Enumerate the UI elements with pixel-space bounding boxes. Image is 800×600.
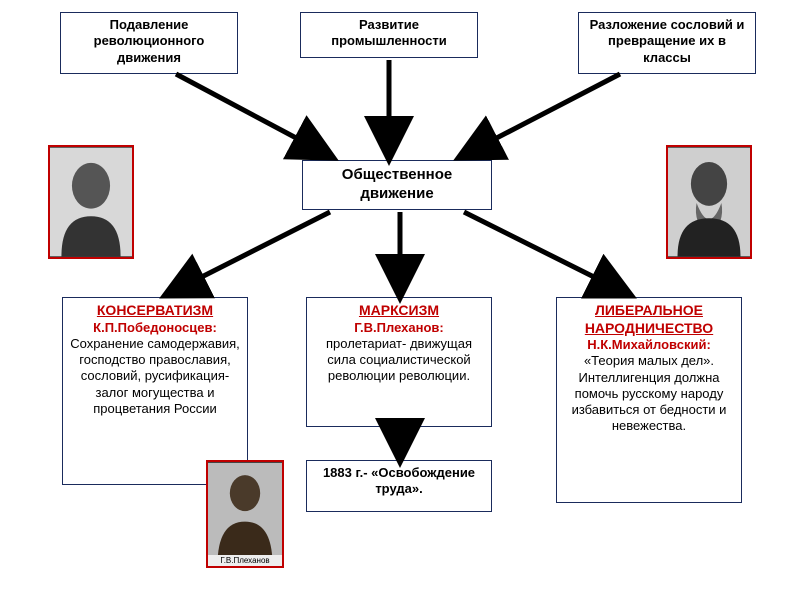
- ideology-box-liberal: ЛИБЕРАЛЬНОЕ НАРОДНИЧЕСТВО Н.К.Михайловск…: [556, 297, 742, 503]
- portrait-icon: [208, 462, 282, 566]
- cause-text-3: Разложение сословий и превращение их в к…: [590, 17, 745, 65]
- ideology-title-1: КОНСЕРВАТИЗМ: [69, 302, 241, 320]
- ideology-box-marxism: МАРКСИЗМ Г.В.Плеханов: пролетариат- движ…: [306, 297, 492, 427]
- cause-box-1: Подавление революционного движения: [60, 12, 238, 74]
- portrait-icon: [50, 147, 132, 257]
- cause-text-2: Развитие промышленности: [331, 17, 447, 48]
- ideology-body-3: «Теория малых дел». Интеллигенция должна…: [563, 353, 735, 434]
- ideology-box-conservatism: КОНСЕРВАТИЗМ К.П.Победоносцев: Сохранени…: [62, 297, 248, 485]
- portrait-icon: [668, 147, 750, 257]
- ideology-title-2: МАРКСИЗМ: [313, 302, 485, 320]
- ideology-title-3: ЛИБЕРАЛЬНОЕ НАРОДНИЧЕСТВО: [563, 302, 735, 337]
- portrait-pobedonostsev: [48, 145, 134, 259]
- center-box: Общественное движение: [302, 160, 492, 210]
- arrow: [462, 74, 620, 156]
- arrow: [464, 212, 628, 294]
- portrait-mikhailovsky: [666, 145, 752, 259]
- cause-box-3: Разложение сословий и превращение их в к…: [578, 12, 756, 74]
- ideology-author-1: К.П.Победоносцев:: [69, 320, 241, 336]
- ideology-author-2: Г.В.Плеханов:: [313, 320, 485, 336]
- arrow: [168, 212, 330, 294]
- ideology-body-1: Сохранение самодержавия, господство прав…: [69, 336, 241, 417]
- arrow: [176, 74, 330, 156]
- center-text: Общественное движение: [309, 166, 485, 204]
- portrait-plekhanov: Г.В.Плеханов: [206, 460, 284, 568]
- ideology-body-2: пролетариат- движущая сила социалистичес…: [313, 336, 485, 385]
- portrait-caption: Г.В.Плеханов: [208, 555, 282, 566]
- sub-box-osvobozhdenie: 1883 г.- «Освобождение труда».: [306, 460, 492, 512]
- sub-box-text: 1883 г.- «Освобождение труда».: [323, 465, 475, 496]
- cause-text-1: Подавление революционного движения: [94, 17, 205, 65]
- ideology-author-3: Н.К.Михайловский:: [563, 337, 735, 353]
- cause-box-2: Развитие промышленности: [300, 12, 478, 58]
